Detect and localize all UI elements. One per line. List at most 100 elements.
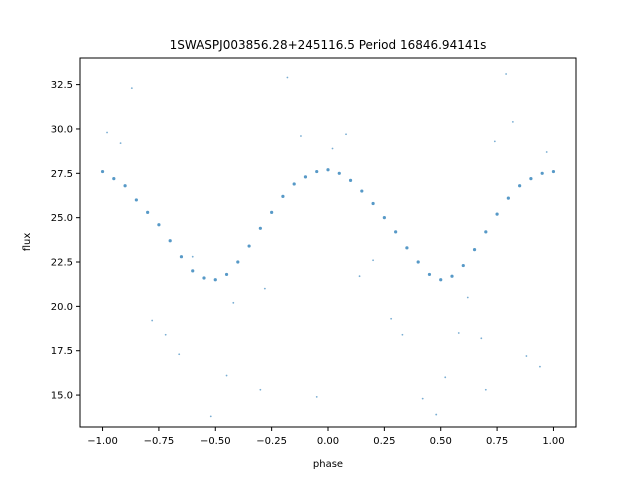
x-tick-label: 0.00	[317, 436, 339, 447]
data-point	[300, 135, 302, 137]
data-point	[164, 333, 167, 336]
data-point	[401, 333, 404, 336]
data-point	[270, 210, 274, 214]
data-point	[518, 184, 522, 188]
plot-frame	[79, 57, 577, 428]
y-tick-label: 30.0	[51, 124, 73, 135]
data-point	[303, 175, 308, 179]
data-point	[130, 87, 133, 90]
data-point	[545, 151, 548, 153]
data-point	[106, 131, 108, 134]
data-point	[390, 317, 393, 320]
data-point	[495, 212, 499, 216]
data-point	[450, 274, 454, 278]
data-point	[529, 177, 533, 181]
data-point	[191, 269, 195, 273]
data-point	[225, 374, 228, 377]
data-point	[371, 201, 375, 206]
y-axis-label: flux	[22, 233, 33, 252]
data-point	[435, 413, 438, 416]
data-point	[461, 263, 465, 268]
x-tick-label: 0.75	[486, 436, 508, 447]
x-tick-label: −0.75	[144, 436, 175, 447]
y-tick-label: 22.5	[51, 258, 73, 269]
data-point	[484, 230, 488, 234]
data-point	[134, 198, 138, 202]
data-point	[191, 255, 194, 258]
data-point	[421, 397, 424, 400]
data-point	[100, 169, 105, 174]
data-point	[236, 260, 240, 264]
data-point	[493, 140, 496, 143]
y-tick-label: 17.5	[51, 346, 73, 357]
data-point	[480, 337, 483, 340]
x-tick-label: 0.50	[430, 436, 452, 447]
data-point	[315, 395, 318, 398]
data-point	[202, 276, 206, 280]
data-point	[209, 415, 212, 418]
data-point	[372, 259, 374, 262]
data-point	[416, 260, 420, 264]
y-tick-label: 32.5	[51, 80, 73, 91]
data-point	[331, 147, 334, 150]
data-point	[168, 239, 172, 243]
data-point	[394, 230, 398, 234]
data-point	[345, 133, 347, 136]
data-point	[348, 178, 353, 183]
y-tick-label: 27.5	[51, 169, 73, 180]
data-point	[337, 171, 341, 175]
data-point	[224, 272, 229, 277]
data-point	[551, 169, 556, 174]
data-point	[511, 120, 514, 123]
data-point	[232, 301, 235, 304]
data-point	[281, 194, 285, 198]
y-tick-label: 15.0	[51, 391, 73, 402]
x-axis: −1.00 −0.75 −0.50 −0.25 0.00 0.25 0.50 0.75 1.00	[87, 427, 565, 447]
data-point	[539, 365, 541, 368]
data-point	[119, 142, 122, 145]
data-point	[360, 189, 364, 193]
data-point	[405, 246, 409, 250]
y-tick-label: 20.0	[51, 302, 73, 313]
data-point	[427, 272, 432, 277]
data-point	[439, 278, 443, 282]
data-point	[247, 244, 251, 248]
data-point	[315, 169, 319, 174]
data-point	[146, 210, 150, 214]
x-tick-label: −0.50	[200, 436, 231, 447]
data-point	[484, 388, 487, 391]
y-axis: 15.0 17.5 20.0 22.5 25.0 27.5 30.0 32.5	[51, 80, 80, 402]
data-point	[259, 388, 262, 391]
data-point	[123, 184, 127, 188]
data-point	[466, 296, 469, 299]
x-tick-label: 1.00	[542, 436, 564, 447]
x-tick-label: −1.00	[87, 436, 118, 447]
data-point	[505, 73, 508, 75]
x-tick-label: −0.25	[256, 436, 287, 447]
y-tick-label: 25.0	[51, 213, 73, 224]
data-point	[179, 255, 184, 259]
data-point	[472, 248, 477, 252]
data-point	[326, 168, 330, 172]
data-point	[263, 287, 266, 290]
data-point	[157, 223, 161, 227]
data-point	[358, 275, 361, 278]
data-point	[506, 196, 510, 200]
data-point	[525, 355, 528, 357]
scatter-points	[100, 73, 556, 418]
data-point	[151, 319, 154, 322]
data-point	[213, 278, 217, 282]
data-point	[258, 226, 262, 230]
data-point	[457, 332, 460, 334]
data-point	[178, 353, 181, 356]
x-axis-label: phase	[313, 459, 343, 470]
data-point	[112, 177, 116, 181]
data-point	[444, 376, 447, 379]
chart-title: 1SWASPJ003856.28+245116.5 Period 16846.9…	[170, 38, 487, 52]
data-point	[540, 171, 544, 175]
x-tick-label: 0.25	[373, 436, 395, 447]
data-point	[292, 182, 296, 186]
data-point	[286, 76, 289, 79]
data-point	[382, 216, 386, 220]
